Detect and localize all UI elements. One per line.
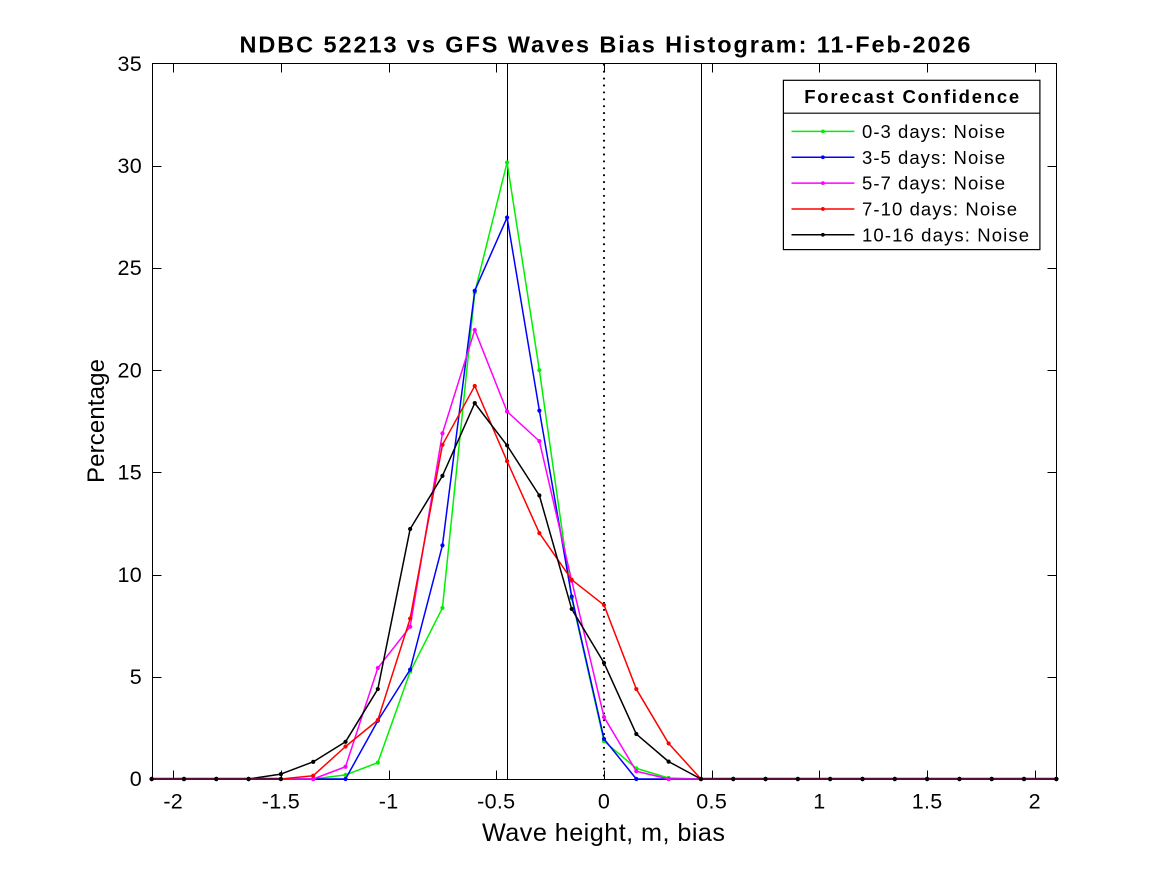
svg-text:20: 20	[117, 358, 142, 382]
svg-text:0: 0	[598, 790, 610, 814]
svg-text:NDBC 52213 vs GFS Waves Bias H: NDBC 52213 vs GFS Waves Bias Histogram: …	[240, 32, 971, 58]
svg-text:7-10 days: Noise: 7-10 days: Noise	[862, 199, 1017, 220]
svg-text:-0.5: -0.5	[477, 790, 515, 814]
svg-text:2: 2	[1029, 790, 1041, 814]
svg-text:3-5 days: Noise: 3-5 days: Noise	[862, 147, 1005, 168]
svg-text:10-16 days: Noise: 10-16 days: Noise	[862, 224, 1029, 245]
svg-text:5-7 days: Noise: 5-7 days: Noise	[862, 173, 1005, 194]
svg-text:Wave height, m, bias: Wave height, m, bias	[482, 819, 725, 847]
svg-text:30: 30	[117, 154, 142, 178]
svg-text:5: 5	[130, 665, 142, 689]
svg-text:25: 25	[117, 256, 142, 280]
svg-text:35: 35	[117, 52, 142, 76]
svg-text:10: 10	[117, 563, 142, 587]
svg-text:-2: -2	[163, 790, 183, 814]
svg-text:1.5: 1.5	[912, 790, 943, 814]
svg-text:-1.5: -1.5	[262, 790, 300, 814]
svg-text:Percentage: Percentage	[83, 359, 110, 483]
svg-text:-1: -1	[379, 790, 399, 814]
svg-text:1: 1	[813, 790, 825, 814]
svg-text:0-3 days: Noise: 0-3 days: Noise	[862, 121, 1005, 142]
svg-text:Forecast Confidence: Forecast Confidence	[804, 86, 1019, 107]
svg-text:0: 0	[130, 767, 142, 791]
svg-text:15: 15	[117, 461, 142, 485]
svg-text:0.5: 0.5	[696, 790, 727, 814]
